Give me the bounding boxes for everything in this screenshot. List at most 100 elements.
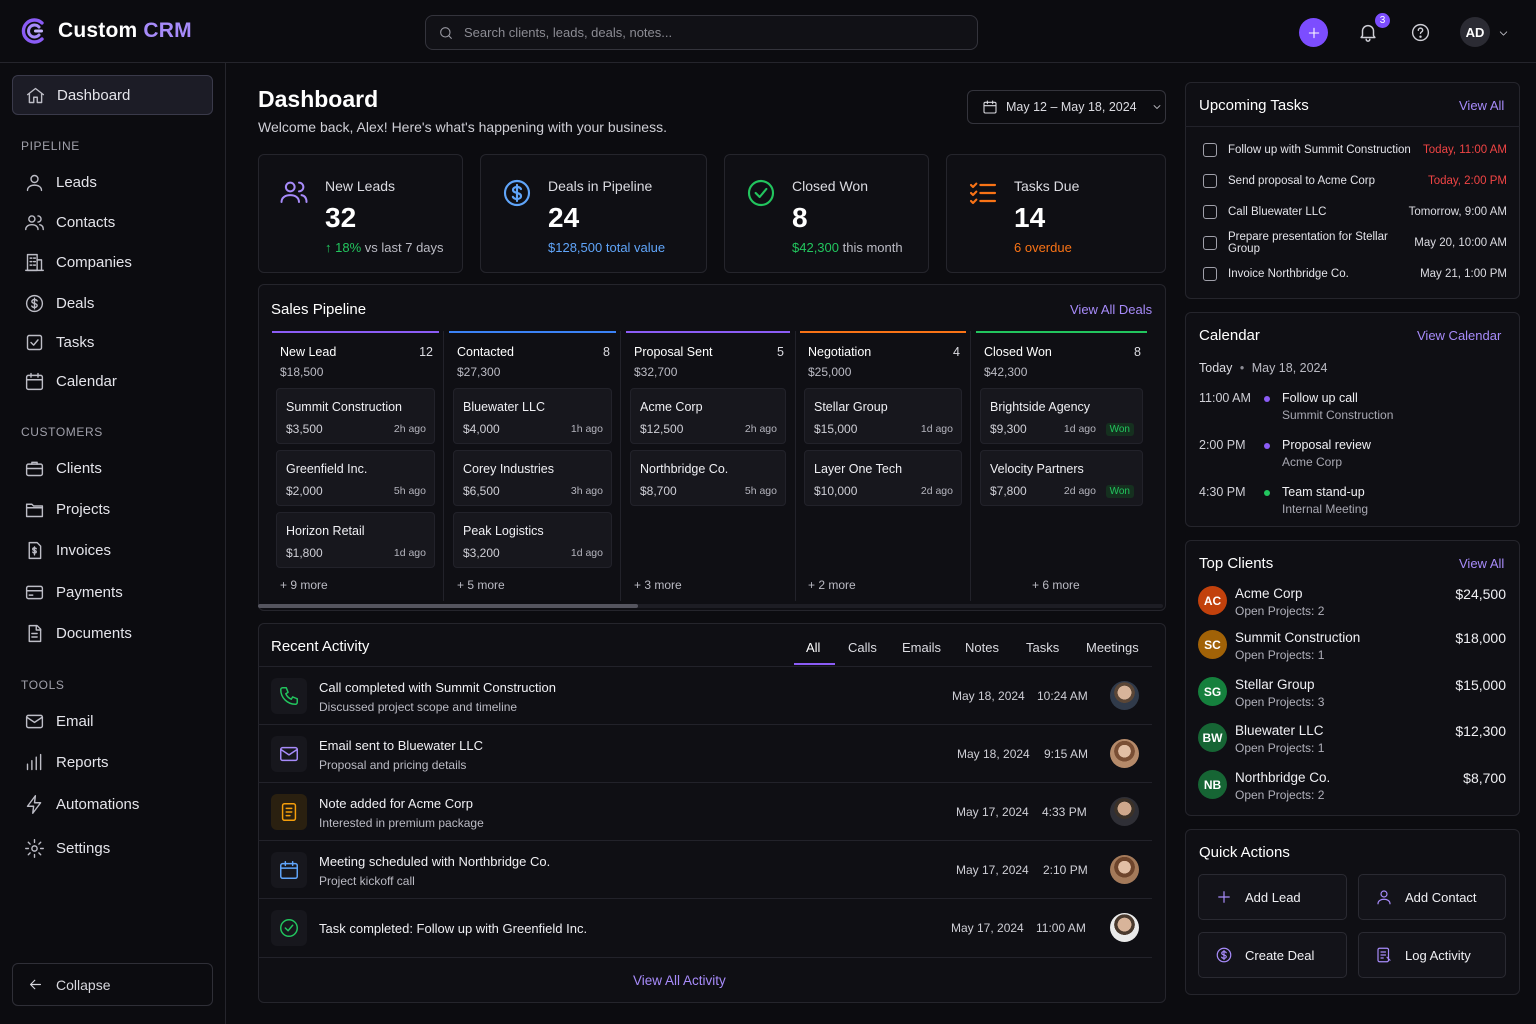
date-range-picker[interactable]: May 12 – May 18, 2024 [967, 90, 1166, 124]
deal-card[interactable]: Corey Industries $6,500 3h ago [453, 450, 612, 506]
top-clients-panel [1185, 540, 1520, 816]
sidebar-item-deals[interactable]: Deals [12, 283, 213, 323]
task-row[interactable]: Call Bluewater LLC Tomorrow, 9:00 AM [1203, 202, 1507, 222]
client-name[interactable]: Bluewater LLC [1235, 723, 1324, 738]
sidebar-item-calendar[interactable]: Calendar [12, 361, 213, 401]
sidebar-item-reports[interactable]: Reports [12, 742, 213, 782]
activity-row[interactable]: Meeting scheduled with Northbridge Co. P… [258, 841, 1152, 899]
deal-card[interactable]: Velocity Partners $7,800 2d ago Won [980, 450, 1143, 506]
stat-label: New Leads [325, 178, 396, 194]
client-name[interactable]: Northbridge Co. [1235, 770, 1331, 785]
deal-card[interactable]: Brightside Agency $9,300 1d ago Won [980, 388, 1143, 444]
deal-card[interactable]: Layer One Tech $10,000 2d ago [804, 450, 962, 506]
tab-meetings[interactable]: Meetings [1086, 640, 1139, 655]
tab-all[interactable]: All [806, 640, 821, 655]
user-menu-toggle[interactable] [1497, 27, 1510, 40]
activity-row[interactable]: Note added for Acme Corp Interested in p… [258, 783, 1152, 841]
client-avatar[interactable]: SG [1198, 677, 1227, 706]
search-input[interactable] [464, 25, 944, 40]
activity-date: May 18, 2024 [952, 689, 1025, 703]
more-deals-link[interactable]: + 9 more [280, 578, 328, 592]
client-name[interactable]: Acme Corp [1235, 586, 1303, 601]
sidebar-item-companies[interactable]: Companies [12, 242, 213, 282]
log-activity-button[interactable]: Log Activity [1358, 932, 1506, 978]
sidebar-item-payments[interactable]: Payments [12, 572, 213, 612]
client-name[interactable]: Stellar Group [1235, 677, 1315, 692]
event-title[interactable]: Proposal review [1282, 438, 1371, 452]
deal-card[interactable]: Stellar Group $15,000 1d ago [804, 388, 962, 444]
view-all-activity-link[interactable]: View All Activity [633, 973, 726, 988]
activity-row[interactable]: Call completed with Summit Construction … [258, 667, 1152, 725]
event-title[interactable]: Follow up call [1282, 391, 1358, 405]
user-avatar[interactable]: AD [1460, 17, 1490, 47]
task-row[interactable]: Invoice Northbridge Co. May 21, 1:00 PM [1203, 264, 1507, 284]
client-avatar[interactable]: BW [1198, 723, 1227, 752]
client-projects: Open Projects: 1 [1235, 648, 1325, 662]
activity-row[interactable]: Email sent to Bluewater LLC Proposal and… [258, 725, 1152, 783]
task-checkbox[interactable] [1203, 267, 1217, 281]
pipeline-scrollbar[interactable] [258, 604, 1163, 608]
more-deals-link[interactable]: + 5 more [457, 578, 505, 592]
activity-row[interactable]: Task completed: Follow up with Greenfiel… [258, 899, 1152, 957]
event-title[interactable]: Team stand-up [1282, 485, 1365, 499]
stat-card-tasks-due[interactable]: Tasks Due 14 6 overdue [946, 154, 1166, 273]
deal-card[interactable]: Bluewater LLC $4,000 1h ago [453, 388, 612, 444]
more-deals-link[interactable]: + 6 more [1032, 578, 1080, 592]
tab-tasks[interactable]: Tasks [1026, 640, 1060, 655]
deal-time: 2d ago [1063, 485, 1096, 497]
sidebar-item-contacts[interactable]: Contacts [12, 202, 213, 242]
stat-card-new-leads[interactable]: New Leads 32 ↑ 18% vs last 7 days [258, 154, 463, 273]
search-box[interactable] [425, 15, 978, 50]
deal-card[interactable]: Greenfield Inc. $2,000 5h ago [276, 450, 435, 506]
more-deals-link[interactable]: + 3 more [634, 578, 682, 592]
brand-logo[interactable]: Custom CRM [20, 16, 192, 46]
sidebar-item-automations[interactable]: Automations [12, 784, 213, 824]
create-new-button[interactable] [1299, 18, 1328, 47]
client-avatar[interactable]: SC [1198, 630, 1227, 659]
task-checkbox[interactable] [1203, 236, 1217, 250]
task-row[interactable]: Prepare presentation for Stellar Group M… [1203, 231, 1507, 255]
add-contact-button[interactable]: Add Contact [1358, 874, 1506, 920]
client-avatar[interactable]: AC [1198, 586, 1227, 615]
create-deal-button[interactable]: Create Deal [1198, 932, 1347, 978]
task-checkbox[interactable] [1203, 205, 1217, 219]
sidebar-item-clients[interactable]: Clients [12, 448, 213, 488]
tab-calls[interactable]: Calls [848, 640, 877, 655]
deal-card[interactable]: Northbridge Co. $8,700 5h ago [630, 450, 786, 506]
task-row[interactable]: Send proposal to Acme Corp Today, 2:00 P… [1203, 171, 1507, 191]
tab-notes[interactable]: Notes [965, 640, 999, 655]
view-all-clients-link[interactable]: View All [1459, 556, 1505, 571]
notifications-button[interactable] [1357, 21, 1379, 43]
sidebar-item-projects[interactable]: Projects [12, 489, 213, 529]
deal-card[interactable]: Peak Logistics $3,200 1d ago [453, 512, 612, 568]
collapse-sidebar-button[interactable]: Collapse [12, 963, 213, 1006]
more-deals-link[interactable]: + 2 more [808, 578, 856, 592]
client-name[interactable]: Summit Construction [1235, 630, 1361, 645]
task-checkbox[interactable] [1203, 174, 1217, 188]
tab-emails[interactable]: Emails [902, 640, 942, 655]
sidebar-item-documents[interactable]: Documents [12, 613, 213, 653]
sidebar-item-email[interactable]: Email [12, 701, 213, 741]
task-checkbox[interactable] [1203, 143, 1217, 157]
sidebar-item-invoices[interactable]: Invoices [12, 530, 213, 570]
view-all-deals-link[interactable]: View All Deals [1070, 302, 1153, 317]
sidebar-item-dashboard[interactable]: Dashboard [12, 75, 213, 115]
sidebar-item-settings[interactable]: Settings [12, 828, 213, 868]
add-lead-button[interactable]: Add Lead [1198, 874, 1347, 920]
stat-card-deals-in-pipeline[interactable]: Deals in Pipeline 24 $128,500 total valu… [480, 154, 707, 273]
deal-card[interactable]: Acme Corp $12,500 2h ago [630, 388, 786, 444]
help-button[interactable] [1410, 22, 1431, 43]
view-all-tasks-link[interactable]: View All [1459, 98, 1505, 113]
deal-card[interactable]: Horizon Retail $1,800 1d ago [276, 512, 435, 568]
log-icon [1377, 947, 1391, 963]
pipeline-scrollbar-thumb[interactable] [258, 604, 639, 608]
sidebar-item-label: Tasks [56, 333, 95, 351]
task-row[interactable]: Follow up with Summit Construction Today… [1203, 140, 1507, 160]
help-icon [1411, 23, 1430, 42]
deal-card[interactable]: Summit Construction $3,500 2h ago [276, 388, 435, 444]
sidebar-item-tasks[interactable]: Tasks [12, 322, 213, 362]
view-calendar-link[interactable]: View Calendar [1417, 328, 1502, 343]
stat-card-closed-won[interactable]: Closed Won 8 $42,300 this month [724, 154, 929, 273]
sidebar-item-leads[interactable]: Leads [12, 162, 213, 202]
client-avatar[interactable]: NB [1198, 770, 1227, 799]
